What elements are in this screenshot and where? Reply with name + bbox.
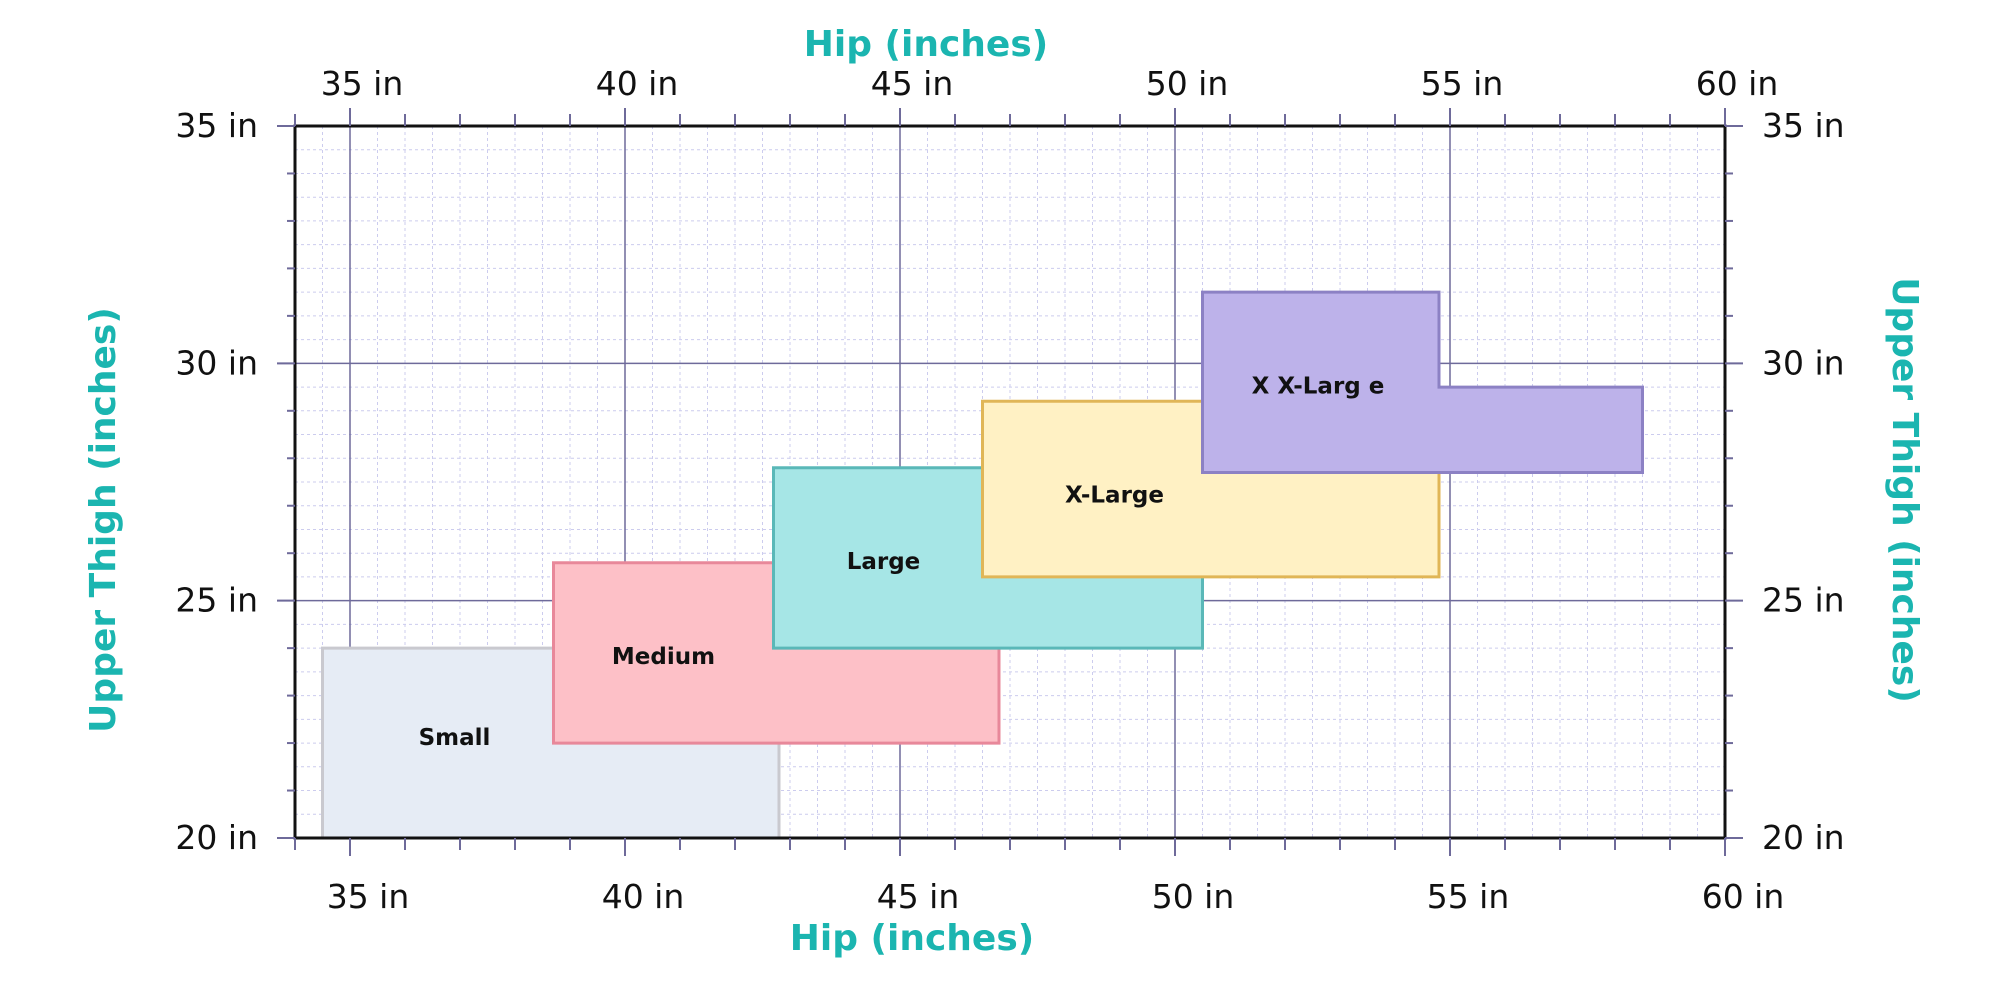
x-axis-title-top: Hip (inches) [804,24,1048,65]
y-tick-label-left: 35 in [175,106,258,145]
x-tick-label-top: 35 in [321,64,404,103]
size-regions [321,290,1644,840]
x-tick-label-bottom: 55 in [1427,877,1510,916]
size-region-x-x-larg-e [1201,290,1644,474]
y-tick-label-right: 30 in [1762,343,1845,382]
y-tick-label-left: 30 in [175,343,258,382]
x-tick-label-top: 60 in [1696,64,1779,103]
x-tick-label-top: 55 in [1421,64,1504,103]
size-region-label: Large [847,549,921,575]
x-tick-label-bottom: 45 in [877,877,960,916]
y-tick-label-left: 25 in [175,581,258,620]
x-tick-label-top: 40 in [596,64,679,103]
y-axis-title-right: Upper Thigh (inches) [1884,277,1925,703]
x-tick-label-bottom: 50 in [1152,877,1235,916]
y-tick-label-right: 35 in [1762,106,1845,145]
size-region-label: Medium [612,644,715,670]
x-axis-title-bottom: Hip (inches) [790,918,1034,959]
y-tick-label-left: 20 in [175,818,258,857]
size-region-labels: Small Medium Large X-Large X X-Larg e [419,374,1385,751]
axis-ticks [277,108,1743,856]
x-tick-label-top: 45 in [871,64,954,103]
size-region-label: X-Large [1065,483,1164,509]
y-tick-label-right: 20 in [1762,818,1845,857]
size-region-label: Small [419,725,491,751]
axis-tick-labels: 35 in 35 in 40 in 40 in 45 in 45 in 50 in 50 in… [175,64,1844,916]
x-tick-label-bottom: 35 in [327,877,410,916]
size-region-label: X X-Larg e [1252,374,1385,400]
x-tick-label-top: 50 in [1146,64,1229,103]
x-tick-label-bottom: 40 in [602,877,685,916]
y-tick-label-right: 25 in [1762,581,1845,620]
y-axis-title-left: Upper Thigh (inches) [83,307,124,733]
x-tick-label-bottom: 60 in [1702,877,1785,916]
